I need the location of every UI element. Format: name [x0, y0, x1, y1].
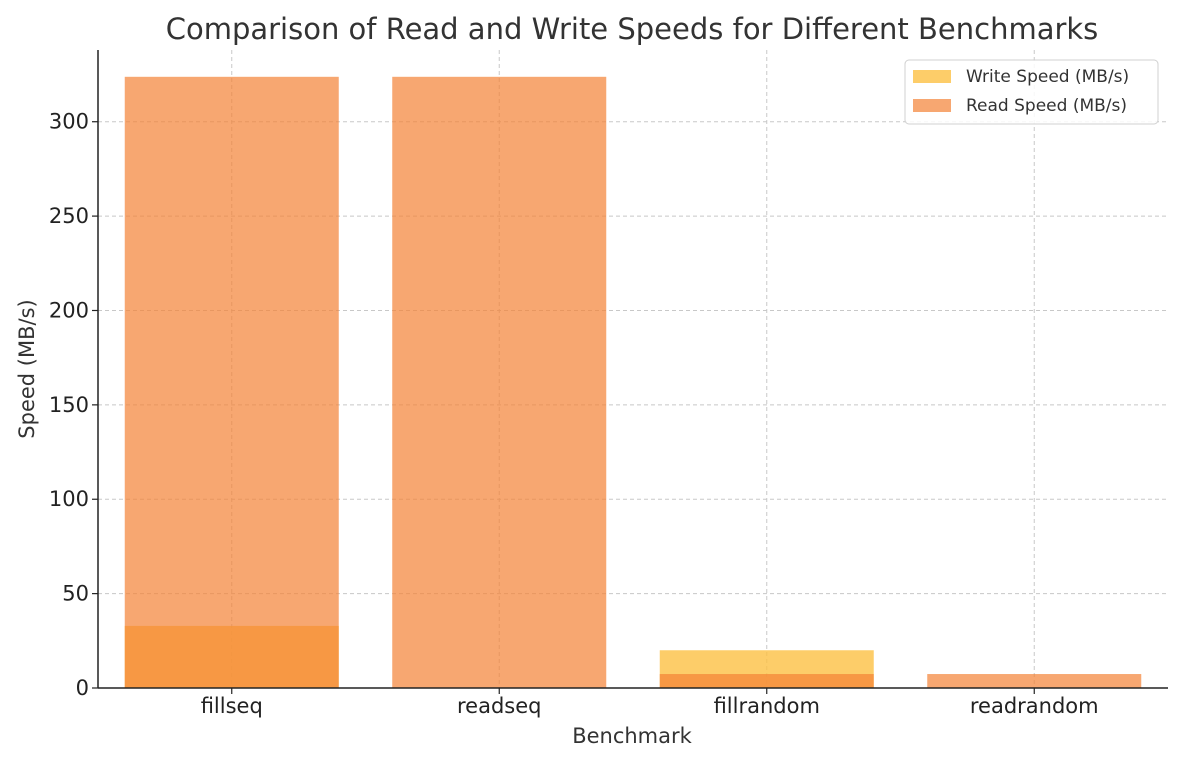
x-axis-label: Benchmark [572, 724, 692, 748]
legend-swatch-write [913, 70, 951, 83]
bar-read-readseq [392, 76, 607, 689]
x-tick-label: fillseq [201, 694, 263, 718]
x-tick-label: fillrandom [714, 694, 820, 718]
y-tick-label: 250 [49, 204, 89, 228]
chart-title: Comparison of Read and Write Speeds for … [166, 12, 1099, 46]
legend: Write Speed (MB/s) Read Speed (MB/s) [904, 59, 1159, 125]
y-tick-label: 0 [76, 676, 89, 700]
y-axis-label: Speed (MB/s) [15, 299, 39, 438]
tick-labels: 0 50 100 150 200 250 300 fillseq readseq fillrand… [49, 110, 1099, 718]
y-tick-label: 100 [49, 487, 89, 511]
legend-swatch-read [913, 99, 951, 112]
x-tick-label: readrandom [970, 694, 1099, 718]
axes [92, 50, 1168, 694]
bar-read-fillrandom [659, 674, 874, 688]
y-tick-label: 300 [49, 110, 89, 134]
legend-box [904, 59, 1159, 125]
bar-read-fillseq [124, 76, 339, 689]
bar-read-readrandom [927, 674, 1142, 688]
bars [124, 76, 1142, 689]
legend-label-read: Read Speed (MB/s) [966, 96, 1127, 116]
x-tick-label: readseq [457, 694, 541, 718]
y-tick-label: 150 [49, 393, 89, 417]
y-tick-label: 200 [49, 298, 89, 322]
legend-label-write: Write Speed (MB/s) [966, 67, 1129, 87]
y-tick-label: 50 [62, 582, 89, 606]
